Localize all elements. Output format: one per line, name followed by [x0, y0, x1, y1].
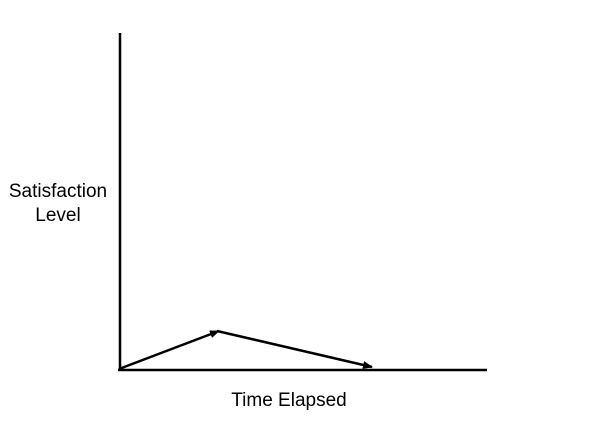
falling-arrow [216, 329, 373, 369]
y-axis-label: Level [35, 205, 80, 226]
x-axis-label: Time Elapsed [231, 390, 346, 411]
rising-arrow [118, 329, 220, 371]
y-axis-label: Satisfaction [9, 181, 107, 202]
